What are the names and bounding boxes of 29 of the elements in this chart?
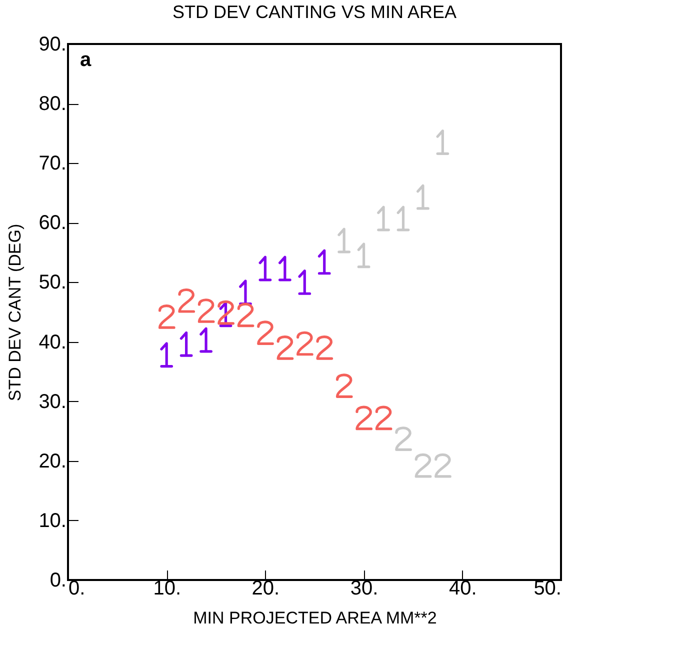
y-tick-label: 70. bbox=[38, 152, 66, 175]
y-tick-label: 40. bbox=[38, 331, 66, 354]
x-tick-label: 50. bbox=[534, 578, 562, 600]
y-tick-label: 90. bbox=[38, 34, 66, 56]
y-tick-label: 20. bbox=[38, 450, 66, 472]
y-tick-label: 50. bbox=[38, 272, 66, 294]
annotation: a bbox=[80, 49, 92, 71]
point bbox=[237, 302, 254, 328]
y-tick-label: 80. bbox=[38, 93, 66, 116]
x-tick-label: 10. bbox=[153, 578, 182, 600]
point bbox=[414, 453, 432, 478]
y-tick-label: 30. bbox=[38, 390, 66, 413]
point bbox=[375, 406, 392, 430]
x-axis-title: MIN PROJECTED AREA MM**2 bbox=[193, 608, 437, 628]
point bbox=[178, 288, 196, 313]
point bbox=[276, 336, 294, 360]
chart-title: STD DEV CANTING VS MIN AREA bbox=[172, 2, 457, 22]
x-tick-label: 20. bbox=[252, 578, 280, 600]
point bbox=[356, 406, 373, 430]
point bbox=[336, 374, 353, 398]
point bbox=[316, 336, 334, 360]
x-tick-label: 40. bbox=[448, 578, 477, 600]
y-tick-label: 60. bbox=[38, 212, 66, 234]
y-tick-label: 10. bbox=[38, 510, 66, 532]
point bbox=[158, 304, 176, 329]
y-axis-title: STD DEV CANT (DEG) bbox=[6, 224, 25, 402]
point bbox=[198, 298, 215, 323]
x-tick-label: 30. bbox=[350, 578, 378, 600]
x-tick-label: 0. bbox=[68, 578, 86, 600]
